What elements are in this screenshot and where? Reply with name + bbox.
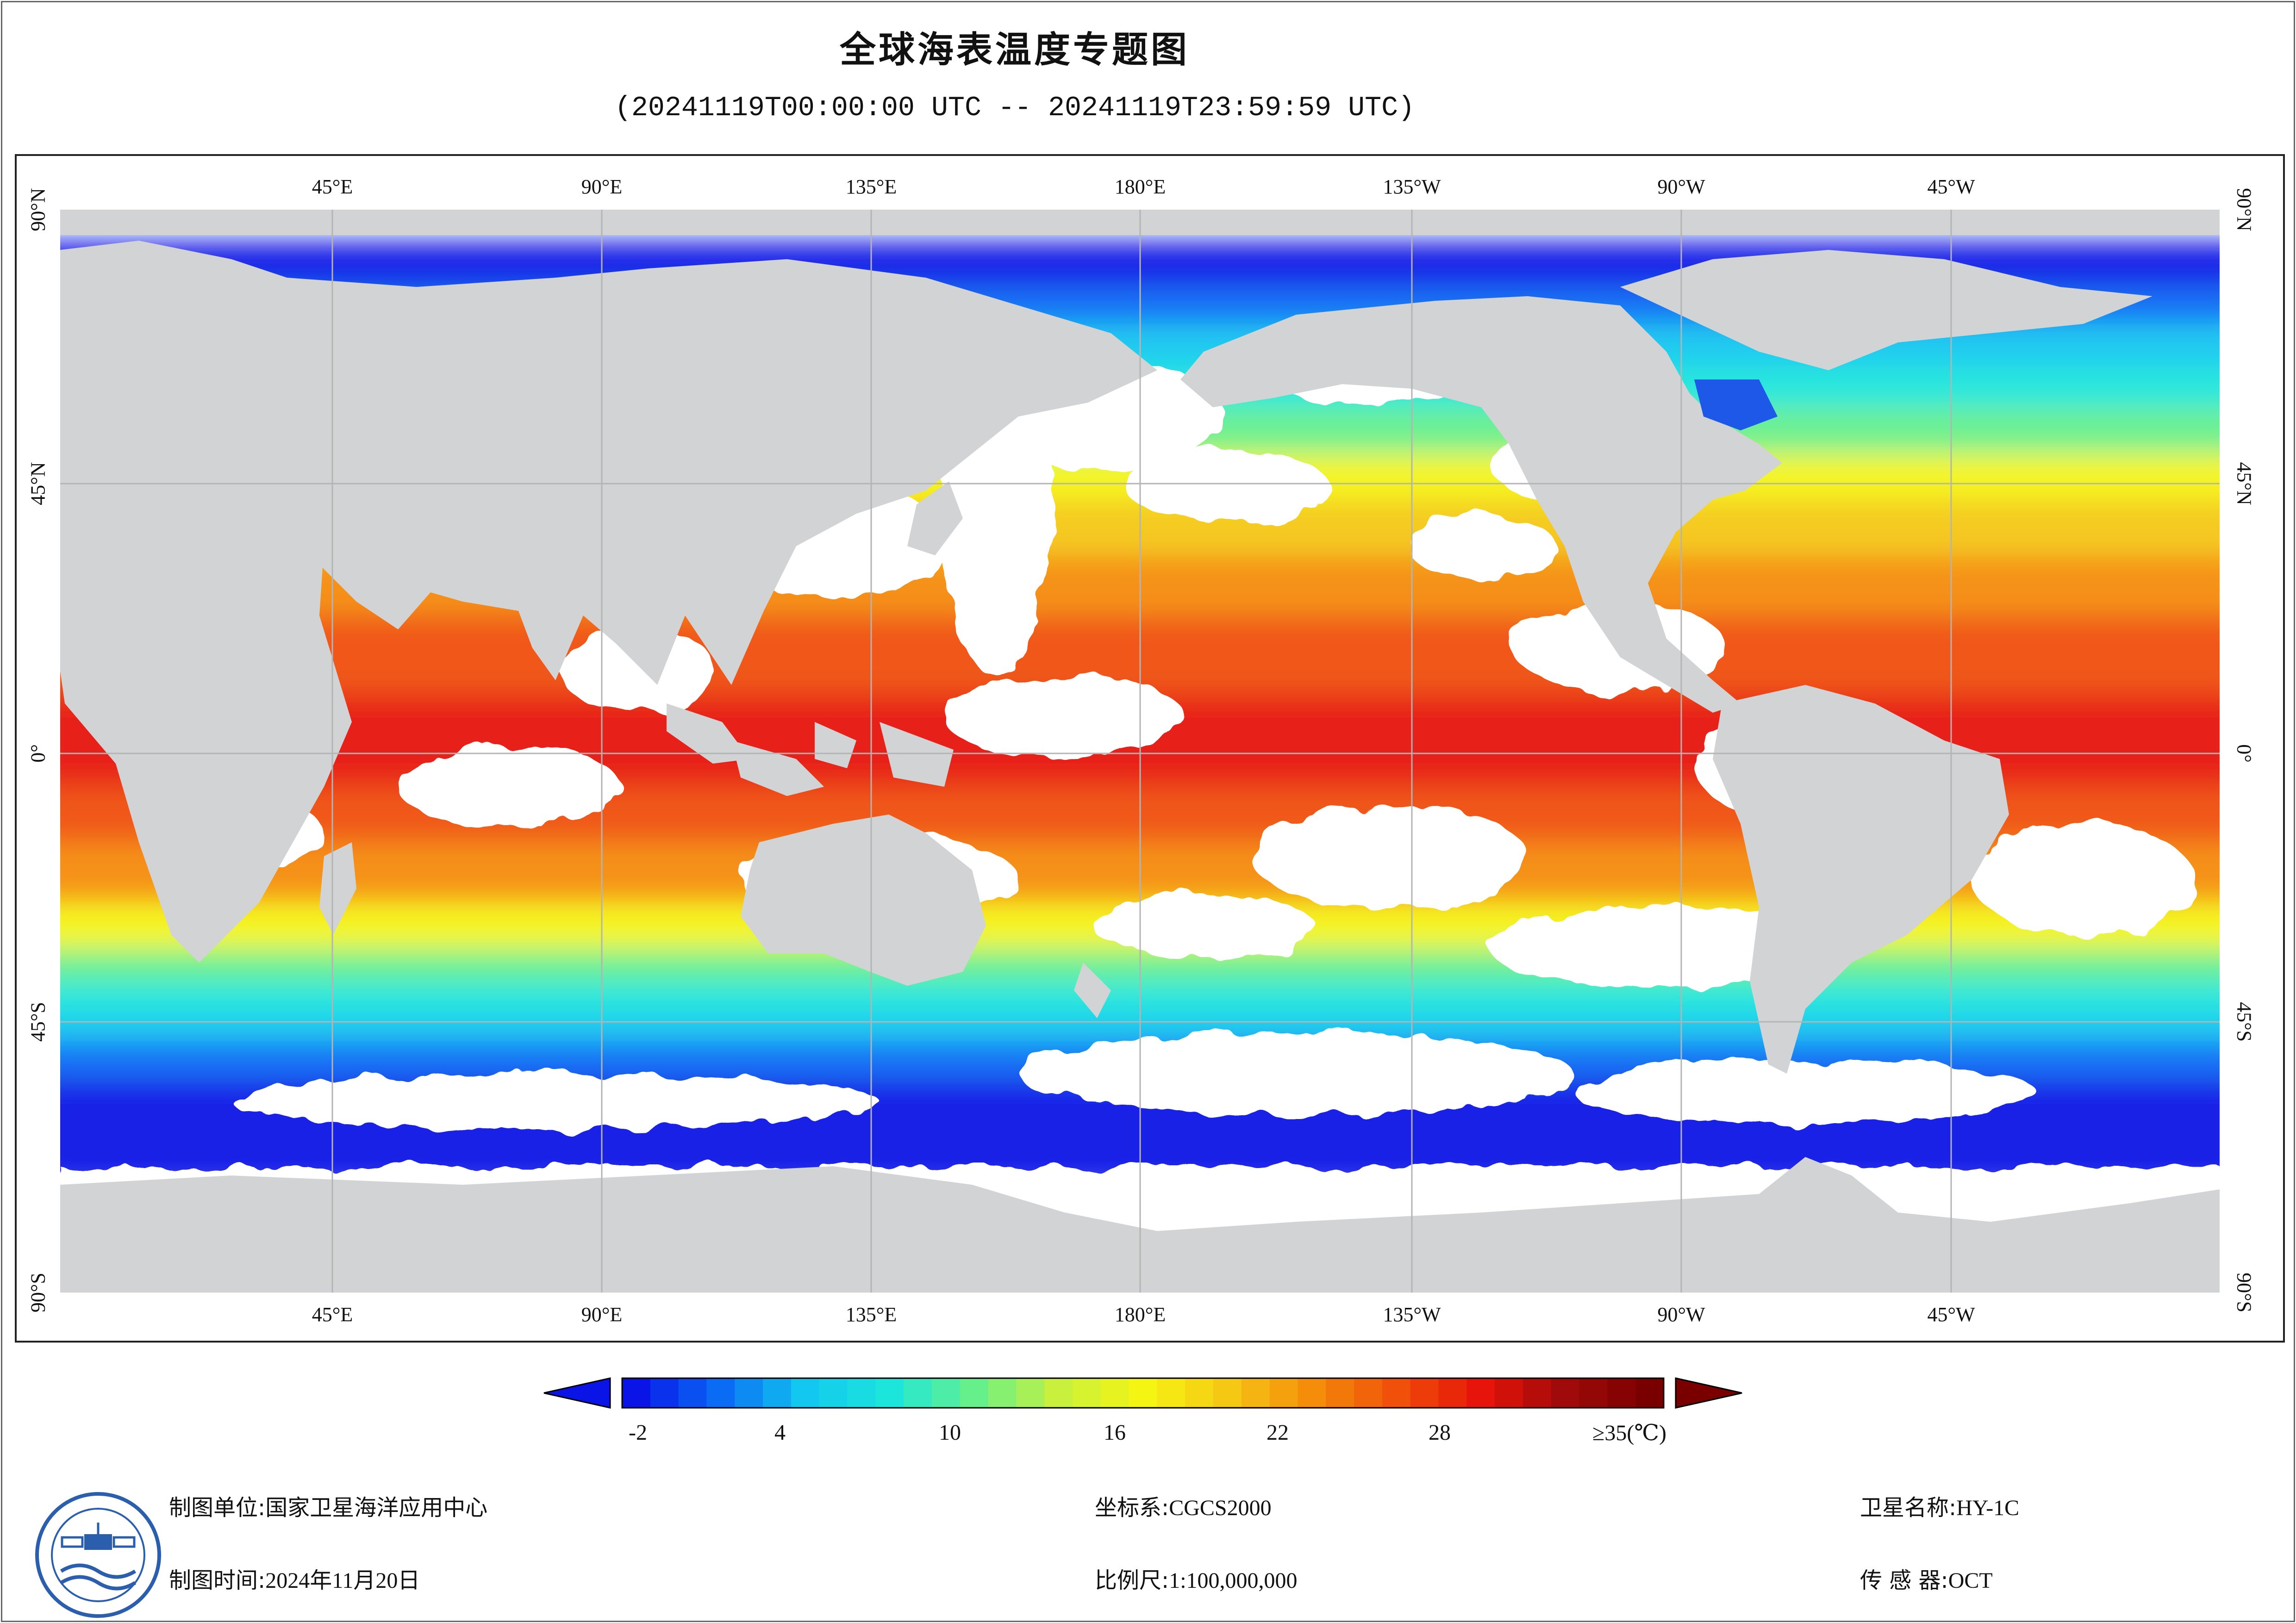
- colorbar-cell: [1466, 1378, 1496, 1408]
- sensor-value: OCT: [1948, 1568, 1993, 1593]
- colorbar-tick-label: -2: [629, 1420, 647, 1445]
- map-unit-value: 国家卫星海洋应用中心: [265, 1495, 488, 1521]
- colorbar-cell: [1100, 1378, 1129, 1408]
- lon-label-bottom: 45°E: [312, 1303, 353, 1326]
- colorbar-cell: [791, 1378, 820, 1408]
- lon-label-top: 90°E: [581, 175, 623, 198]
- lon-label-bottom: 180°E: [1114, 1303, 1166, 1326]
- coordinate-system-value: CGCS2000: [1169, 1496, 1272, 1520]
- colorbar-cell: [904, 1378, 932, 1408]
- colorbar-cell: [1016, 1378, 1045, 1408]
- colorbar-cell: [1157, 1378, 1186, 1408]
- colorbar-tick-label: 22: [1267, 1420, 1289, 1445]
- map-time-label: 制图时间:: [169, 1567, 266, 1593]
- colorbar-cell: [1410, 1378, 1439, 1408]
- colorbar-cell: [1241, 1378, 1270, 1408]
- colorbar-cell: [1607, 1378, 1636, 1408]
- lon-label-bottom: 45°W: [1927, 1303, 1975, 1326]
- colorbar-cell: [1354, 1378, 1383, 1408]
- map-frame: [15, 154, 2285, 1343]
- colorbar-cell: [875, 1378, 905, 1408]
- colorbar-tick-label: 28: [1429, 1420, 1451, 1445]
- map-time-value: 2024年11月20日: [265, 1568, 420, 1593]
- map-scale-value: 1:100,000,000: [1169, 1568, 1298, 1593]
- colorbar-cell: [1326, 1378, 1355, 1408]
- colorbar-cell: [678, 1378, 707, 1408]
- map-unit-label: 制图单位:: [169, 1495, 266, 1521]
- map-scale: 比例尺:1:100,000,000: [1095, 1562, 1298, 1594]
- colorbar-cell: [1213, 1378, 1242, 1408]
- colorbar-cells: [622, 1378, 1664, 1408]
- sensor: 传 感 器:OCT: [1860, 1562, 1993, 1594]
- lon-label-bottom: 135°E: [845, 1303, 897, 1326]
- colorbar-cell: [847, 1378, 876, 1408]
- lon-label-top: 180°E: [1114, 175, 1166, 198]
- lon-label-bottom: 90°E: [581, 1303, 623, 1326]
- map-scale-label: 比例尺:: [1095, 1567, 1169, 1593]
- lon-label-top: 135°E: [845, 175, 897, 198]
- satellite-name: 卫星名称:HY-1C: [1860, 1489, 2019, 1522]
- colorbar-cell: [1635, 1378, 1664, 1408]
- colorbar-cell: [735, 1378, 764, 1408]
- colorbar-cell: [988, 1378, 1017, 1408]
- satellite-name-label: 卫星名称:: [1860, 1495, 1957, 1521]
- colorbar-cell: [1072, 1378, 1101, 1408]
- colorbar-cell: [1495, 1378, 1523, 1408]
- colorbar-cell: [1044, 1378, 1073, 1408]
- colorbar-cell: [1129, 1378, 1158, 1408]
- lon-label-top: 135°W: [1383, 175, 1441, 198]
- colorbar-outline: [621, 1377, 1665, 1409]
- map-time: 制图时间:2024年11月20日: [169, 1562, 420, 1594]
- colorbar-over-arrow: [1675, 1377, 1742, 1409]
- satellite-name-value: HY-1C: [1956, 1496, 2020, 1520]
- colorbar-cell: [1551, 1378, 1580, 1408]
- colorbar-cell: [1269, 1378, 1298, 1408]
- colorbar-cell: [650, 1378, 679, 1408]
- colorbar-cell: [1579, 1378, 1608, 1408]
- lon-label-top: 90°W: [1657, 175, 1705, 198]
- colorbar-tick-label: ≥35(℃): [1592, 1421, 1667, 1445]
- colorbar-cell: [622, 1378, 651, 1408]
- map-unit: 制图单位:国家卫星海洋应用中心: [169, 1489, 487, 1522]
- nsoas-logo-icon: [35, 1492, 161, 1618]
- lon-label-bottom: 135°W: [1383, 1303, 1441, 1326]
- colorbar-cell: [1382, 1378, 1411, 1408]
- coordinate-system-label: 坐标系:: [1095, 1495, 1169, 1521]
- page-title: 全球海表温度专题图: [839, 29, 1190, 71]
- sensor-label: 传 感 器:: [1860, 1567, 1948, 1593]
- colorbar-cell: [1522, 1378, 1552, 1408]
- coordinate-system: 坐标系:CGCS2000: [1095, 1489, 1272, 1522]
- colorbar-cell: [960, 1378, 989, 1408]
- colorbar-cell: [763, 1378, 792, 1408]
- colorbar-tick-label: 4: [774, 1420, 786, 1445]
- time-range-subtitle: (20241119T00:00:00 UTC -- 20241119T23:59…: [614, 93, 1415, 124]
- colorbar-cell: [819, 1378, 848, 1408]
- colorbar-tick-label: 10: [939, 1420, 961, 1445]
- colorbar-cell: [1438, 1378, 1467, 1408]
- colorbar-cell: [1185, 1378, 1214, 1408]
- graticule: [60, 210, 2220, 1293]
- colorbar-cell: [1298, 1378, 1327, 1408]
- colorbar-cell: [706, 1378, 736, 1408]
- colorbar-under-arrow: [543, 1377, 611, 1409]
- lon-label-top: 45°E: [312, 175, 353, 198]
- lon-label-top: 45°W: [1927, 175, 1975, 198]
- land-layer: [60, 210, 2220, 1293]
- lon-label-bottom: 90°W: [1657, 1303, 1705, 1326]
- colorbar-cell: [931, 1378, 961, 1408]
- colorbar-tick-label: 16: [1104, 1420, 1126, 1445]
